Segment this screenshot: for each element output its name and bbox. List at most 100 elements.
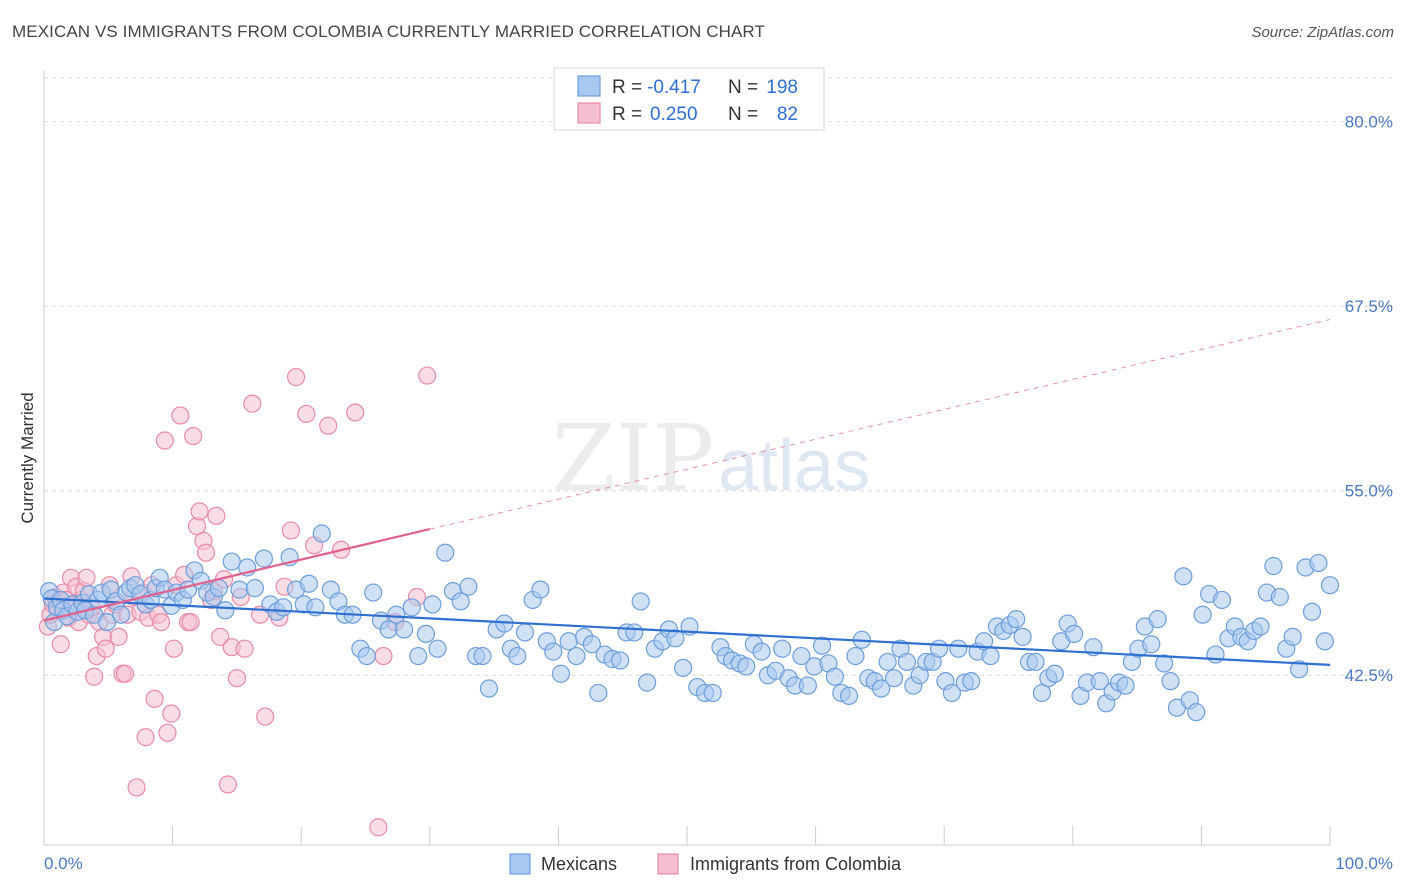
mexican-point: [508, 646, 527, 666]
mexican-point: [451, 592, 470, 611]
watermark: ZIP atlas: [552, 405, 870, 512]
stats-legend: R = -0.417 N = 198 R = 0.250 N = 82: [553, 67, 825, 131]
colombia-point: [184, 426, 203, 446]
mexican-point: [1315, 632, 1334, 651]
mexican-point: [387, 605, 406, 624]
mexican-point: [479, 679, 499, 698]
y-axis-label: Currently Married: [18, 392, 37, 523]
mexican-trend-line: [43, 597, 1331, 667]
mexican-point: [589, 683, 608, 703]
series-legend: Mexicans Immigrants from Colombia: [509, 853, 902, 875]
mexican-point: [531, 580, 550, 599]
mexican-point: [1290, 660, 1309, 679]
mexican-point: [1302, 602, 1322, 621]
colombia-point: [136, 728, 155, 747]
mexican-point: [1013, 627, 1032, 646]
mexican-point: [625, 623, 644, 642]
colombia-point: [145, 689, 164, 708]
mexican-point: [473, 646, 492, 666]
x-tick-label-max: 100.0%: [1335, 854, 1393, 873]
mexican-point: [981, 646, 1000, 666]
mexican-point: [839, 686, 859, 706]
colombia-point: [164, 639, 183, 658]
x-tick-label-min: 0.0%: [44, 854, 83, 873]
mexican-point: [1161, 672, 1180, 691]
mexican-point: [631, 592, 650, 611]
mexican-point: [942, 683, 962, 703]
colombia-point: [243, 394, 262, 413]
mexican-point: [638, 673, 657, 692]
mexican-point: [1116, 676, 1135, 695]
stats-r-value-1: -0.417: [647, 77, 701, 98]
mexican-point: [1320, 576, 1340, 595]
mexican-point: [846, 646, 865, 666]
mexican-point: [1270, 587, 1289, 607]
colombia-point: [235, 639, 254, 658]
colombia-point: [297, 404, 316, 424]
mexican-point: [1193, 605, 1212, 624]
colombia-trend-extension: [429, 318, 1331, 530]
watermark-zip: ZIP: [552, 405, 714, 512]
stats-n-label-1: N =: [728, 77, 758, 98]
colombia-point: [286, 367, 306, 387]
legend-label-mexicans: Mexicans: [541, 854, 617, 874]
mexican-point: [1174, 567, 1193, 586]
mexican-point: [812, 636, 832, 655]
mexican-point: [436, 543, 455, 562]
mexican-point: [245, 579, 265, 598]
colombia-point: [218, 775, 237, 794]
legend-label-colombia: Immigrants from Colombia: [690, 854, 902, 874]
stats-n-value-1: 198: [766, 77, 798, 98]
mexican-point: [792, 646, 811, 666]
mexican-point: [949, 639, 968, 658]
colombia-point: [85, 667, 104, 686]
chart-title: MEXICAN VS IMMIGRANTS FROM COLOMBIA CURR…: [12, 22, 765, 41]
mexican-point: [929, 639, 949, 658]
colombia-point: [158, 723, 177, 742]
colombia-point: [151, 612, 171, 632]
trend-lines: [43, 318, 1331, 667]
colombia-point: [256, 707, 275, 726]
colombia-point: [227, 669, 246, 688]
colombia-point: [115, 664, 135, 683]
mexican-point: [112, 605, 131, 624]
mexican-point: [666, 629, 685, 648]
mexican-point: [611, 651, 630, 670]
mexican-point: [216, 601, 235, 620]
colombia-point: [109, 627, 128, 646]
mexican-point: [737, 657, 756, 676]
x-axis-ticks: [43, 826, 1331, 845]
stats-swatch-mexicans: [577, 75, 601, 97]
colombia-point: [77, 568, 96, 587]
mexican-point: [962, 672, 981, 691]
colombia-point: [171, 406, 190, 425]
mexican-point: [1148, 610, 1167, 629]
mexican-point: [402, 598, 421, 617]
mexican-point: [674, 658, 693, 677]
mexican-point: [364, 583, 383, 602]
mexican-point: [544, 642, 563, 661]
mexican-point: [1007, 610, 1026, 629]
mexican-point: [878, 652, 897, 672]
colombia-point: [319, 416, 338, 435]
y-axis-tick-labels: 42.5% 55.0% 67.5% 80.0%: [1345, 113, 1393, 686]
colombia-trend-line: [43, 528, 431, 622]
legend-swatch-mexicans: [509, 853, 531, 875]
source-credit: Source: ZipAtlas.com: [1251, 24, 1394, 41]
mexican-point: [752, 642, 771, 661]
mexican-point: [1264, 556, 1283, 576]
mexican-point: [312, 524, 331, 543]
mexican-point: [825, 667, 844, 686]
stats-r-label-1: R =: [612, 77, 642, 98]
colombia-point: [127, 778, 146, 797]
legend-swatch-colombia: [657, 853, 679, 875]
mexican-point: [1045, 664, 1064, 683]
y-tick-label: 80.0%: [1345, 113, 1393, 132]
mexican-point: [428, 639, 447, 658]
colombia-point: [155, 431, 174, 450]
mexican-point: [1064, 624, 1084, 644]
mexican-point: [1090, 672, 1109, 691]
colombia-point: [374, 646, 393, 666]
colombia-point: [190, 502, 209, 521]
